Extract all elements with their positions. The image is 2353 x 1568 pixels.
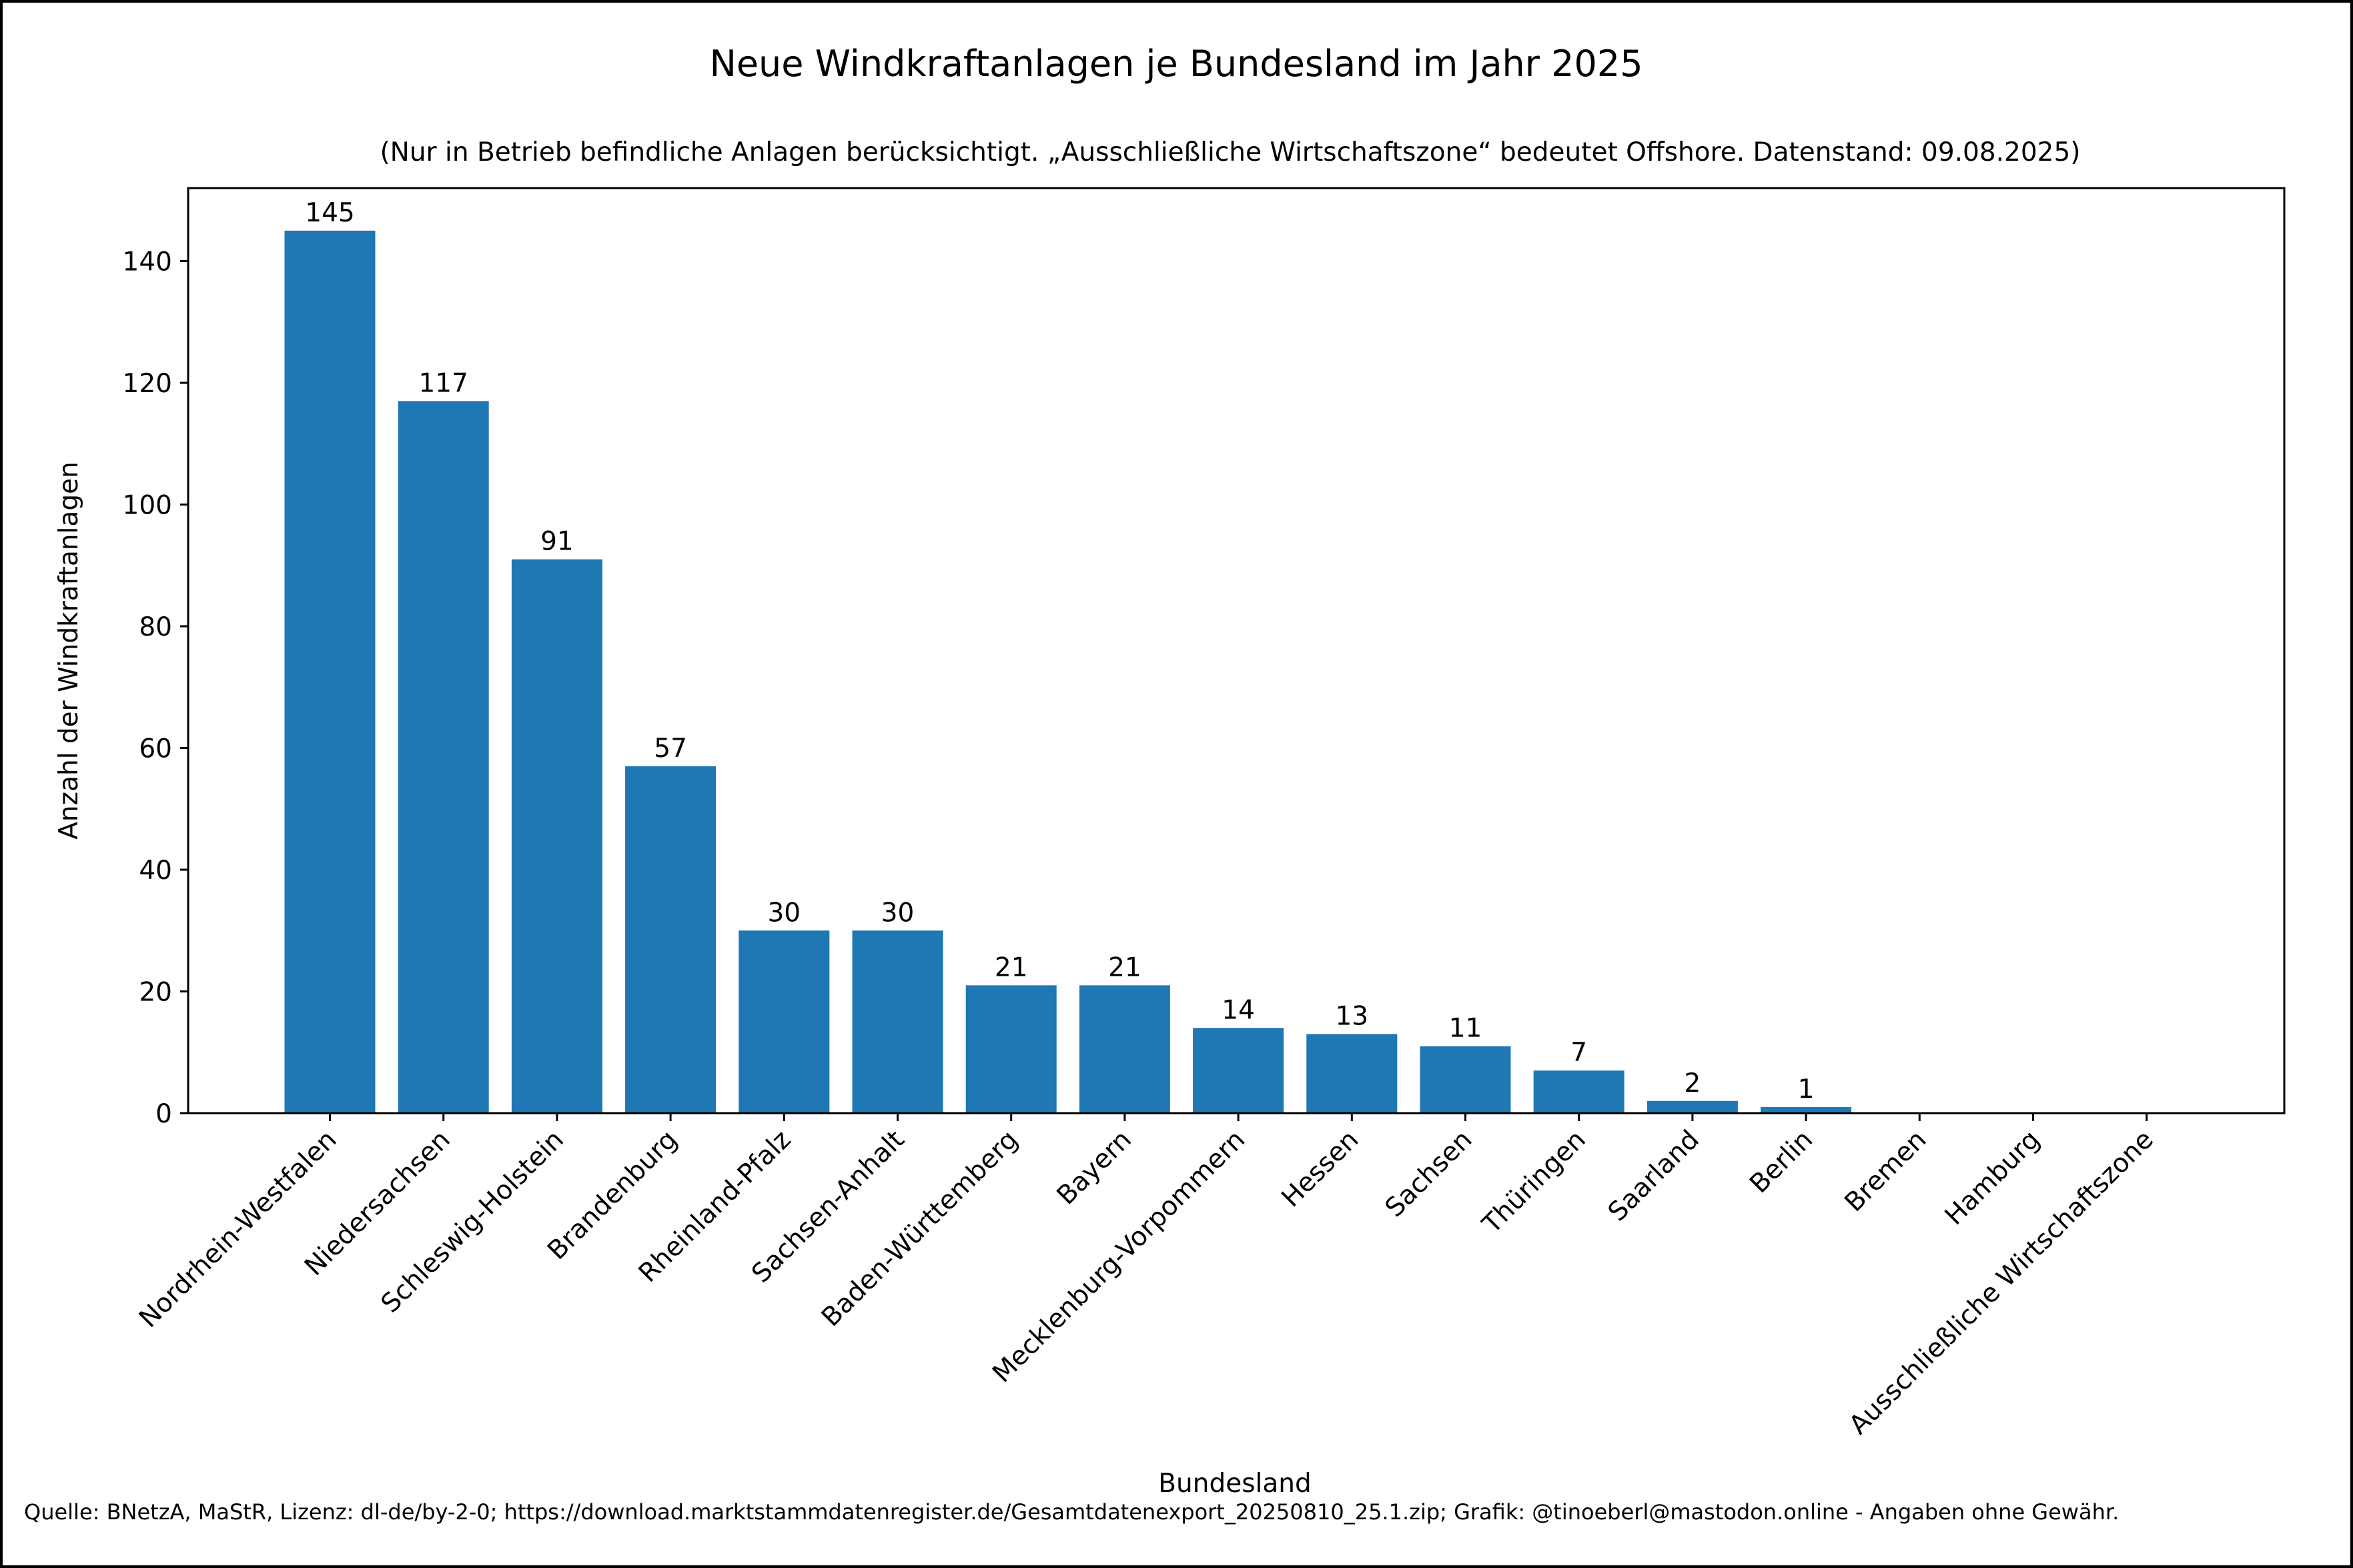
- x-tick-label: Schleswig-Holstein: [376, 1124, 570, 1319]
- chart-title: Neue Windkraftanlagen je Bundesland im J…: [709, 43, 1642, 85]
- bars-layer: [284, 230, 1852, 1113]
- x-tick-label: Thüringen: [1476, 1124, 1592, 1240]
- bar-value-label: 7: [1570, 1038, 1587, 1068]
- bar: [511, 559, 602, 1113]
- x-tick-label: Bayern: [1051, 1124, 1137, 1211]
- bar-value-label: 11: [1449, 1014, 1482, 1044]
- bar-value-label: 1: [1798, 1074, 1815, 1104]
- bar: [398, 401, 489, 1113]
- x-tick-label: Hessen: [1276, 1124, 1365, 1213]
- y-tick-label: 80: [139, 612, 172, 642]
- bar: [625, 766, 717, 1113]
- bar: [1193, 1028, 1284, 1113]
- y-axis: 0 20 40 60 80 100 120 140: [123, 247, 188, 1129]
- bar-value-label: 13: [1335, 1001, 1368, 1031]
- bar: [1079, 985, 1170, 1113]
- x-tick-label: Baden-Württemberg: [816, 1124, 1024, 1333]
- bar-value-label: 145: [305, 198, 354, 228]
- bar: [1306, 1034, 1398, 1113]
- y-tick-label: 140: [123, 247, 172, 277]
- plot-frame: [187, 187, 2286, 1114]
- bar: [1761, 1106, 1852, 1113]
- source-note: Quelle: BNetzA, MaStR, Lizenz: dl-de/by-…: [24, 1499, 2119, 1525]
- x-tick-label: Hamburg: [1939, 1124, 2046, 1231]
- x-tick-label: Bremen: [1839, 1124, 1933, 1218]
- y-tick-label: 40: [139, 856, 172, 886]
- y-tick-label: 120: [123, 369, 172, 399]
- bar-chart: Neue Windkraftanlagen je Bundesland im J…: [24, 43, 2286, 1525]
- bar: [965, 985, 1057, 1113]
- bar-value-label: 117: [418, 368, 468, 398]
- bar: [1420, 1046, 1511, 1113]
- y-tick-label: 60: [139, 734, 172, 764]
- bar: [852, 930, 943, 1113]
- bar-value-label: 91: [540, 527, 574, 557]
- x-axis-label: Bundesland: [1158, 1469, 1311, 1499]
- bar-value-label: 57: [654, 734, 687, 764]
- bar-value-label: 2: [1684, 1068, 1701, 1098]
- y-tick-label: 100: [123, 491, 172, 521]
- bar-value-label: 21: [995, 952, 1028, 982]
- x-tick-label: Sachsen: [1380, 1124, 1478, 1223]
- chart-subtitle: (Nur in Betrieb befindliche Anlagen berü…: [380, 137, 2080, 167]
- x-axis: Nordrhein-WestfalenNiedersachsenSchleswi…: [133, 1113, 2160, 1441]
- bar: [284, 230, 376, 1113]
- bar: [1646, 1100, 1738, 1113]
- y-tick-label: 20: [139, 978, 172, 1008]
- bar: [1533, 1070, 1624, 1113]
- bar: [739, 930, 830, 1113]
- bar-value-label: 14: [1222, 995, 1255, 1025]
- bar-value-label: 30: [881, 898, 915, 928]
- y-axis-label: Anzahl der Windkraftanlagen: [54, 462, 84, 840]
- x-tick-label: Berlin: [1744, 1124, 1819, 1199]
- x-tick-label: Saarland: [1602, 1124, 1705, 1227]
- bar-value-label: 30: [767, 898, 801, 928]
- x-tick-label: Nordrhein-Westfalen: [133, 1124, 342, 1333]
- bar-value-label: 21: [1108, 952, 1141, 982]
- y-tick-label: 0: [155, 1099, 172, 1129]
